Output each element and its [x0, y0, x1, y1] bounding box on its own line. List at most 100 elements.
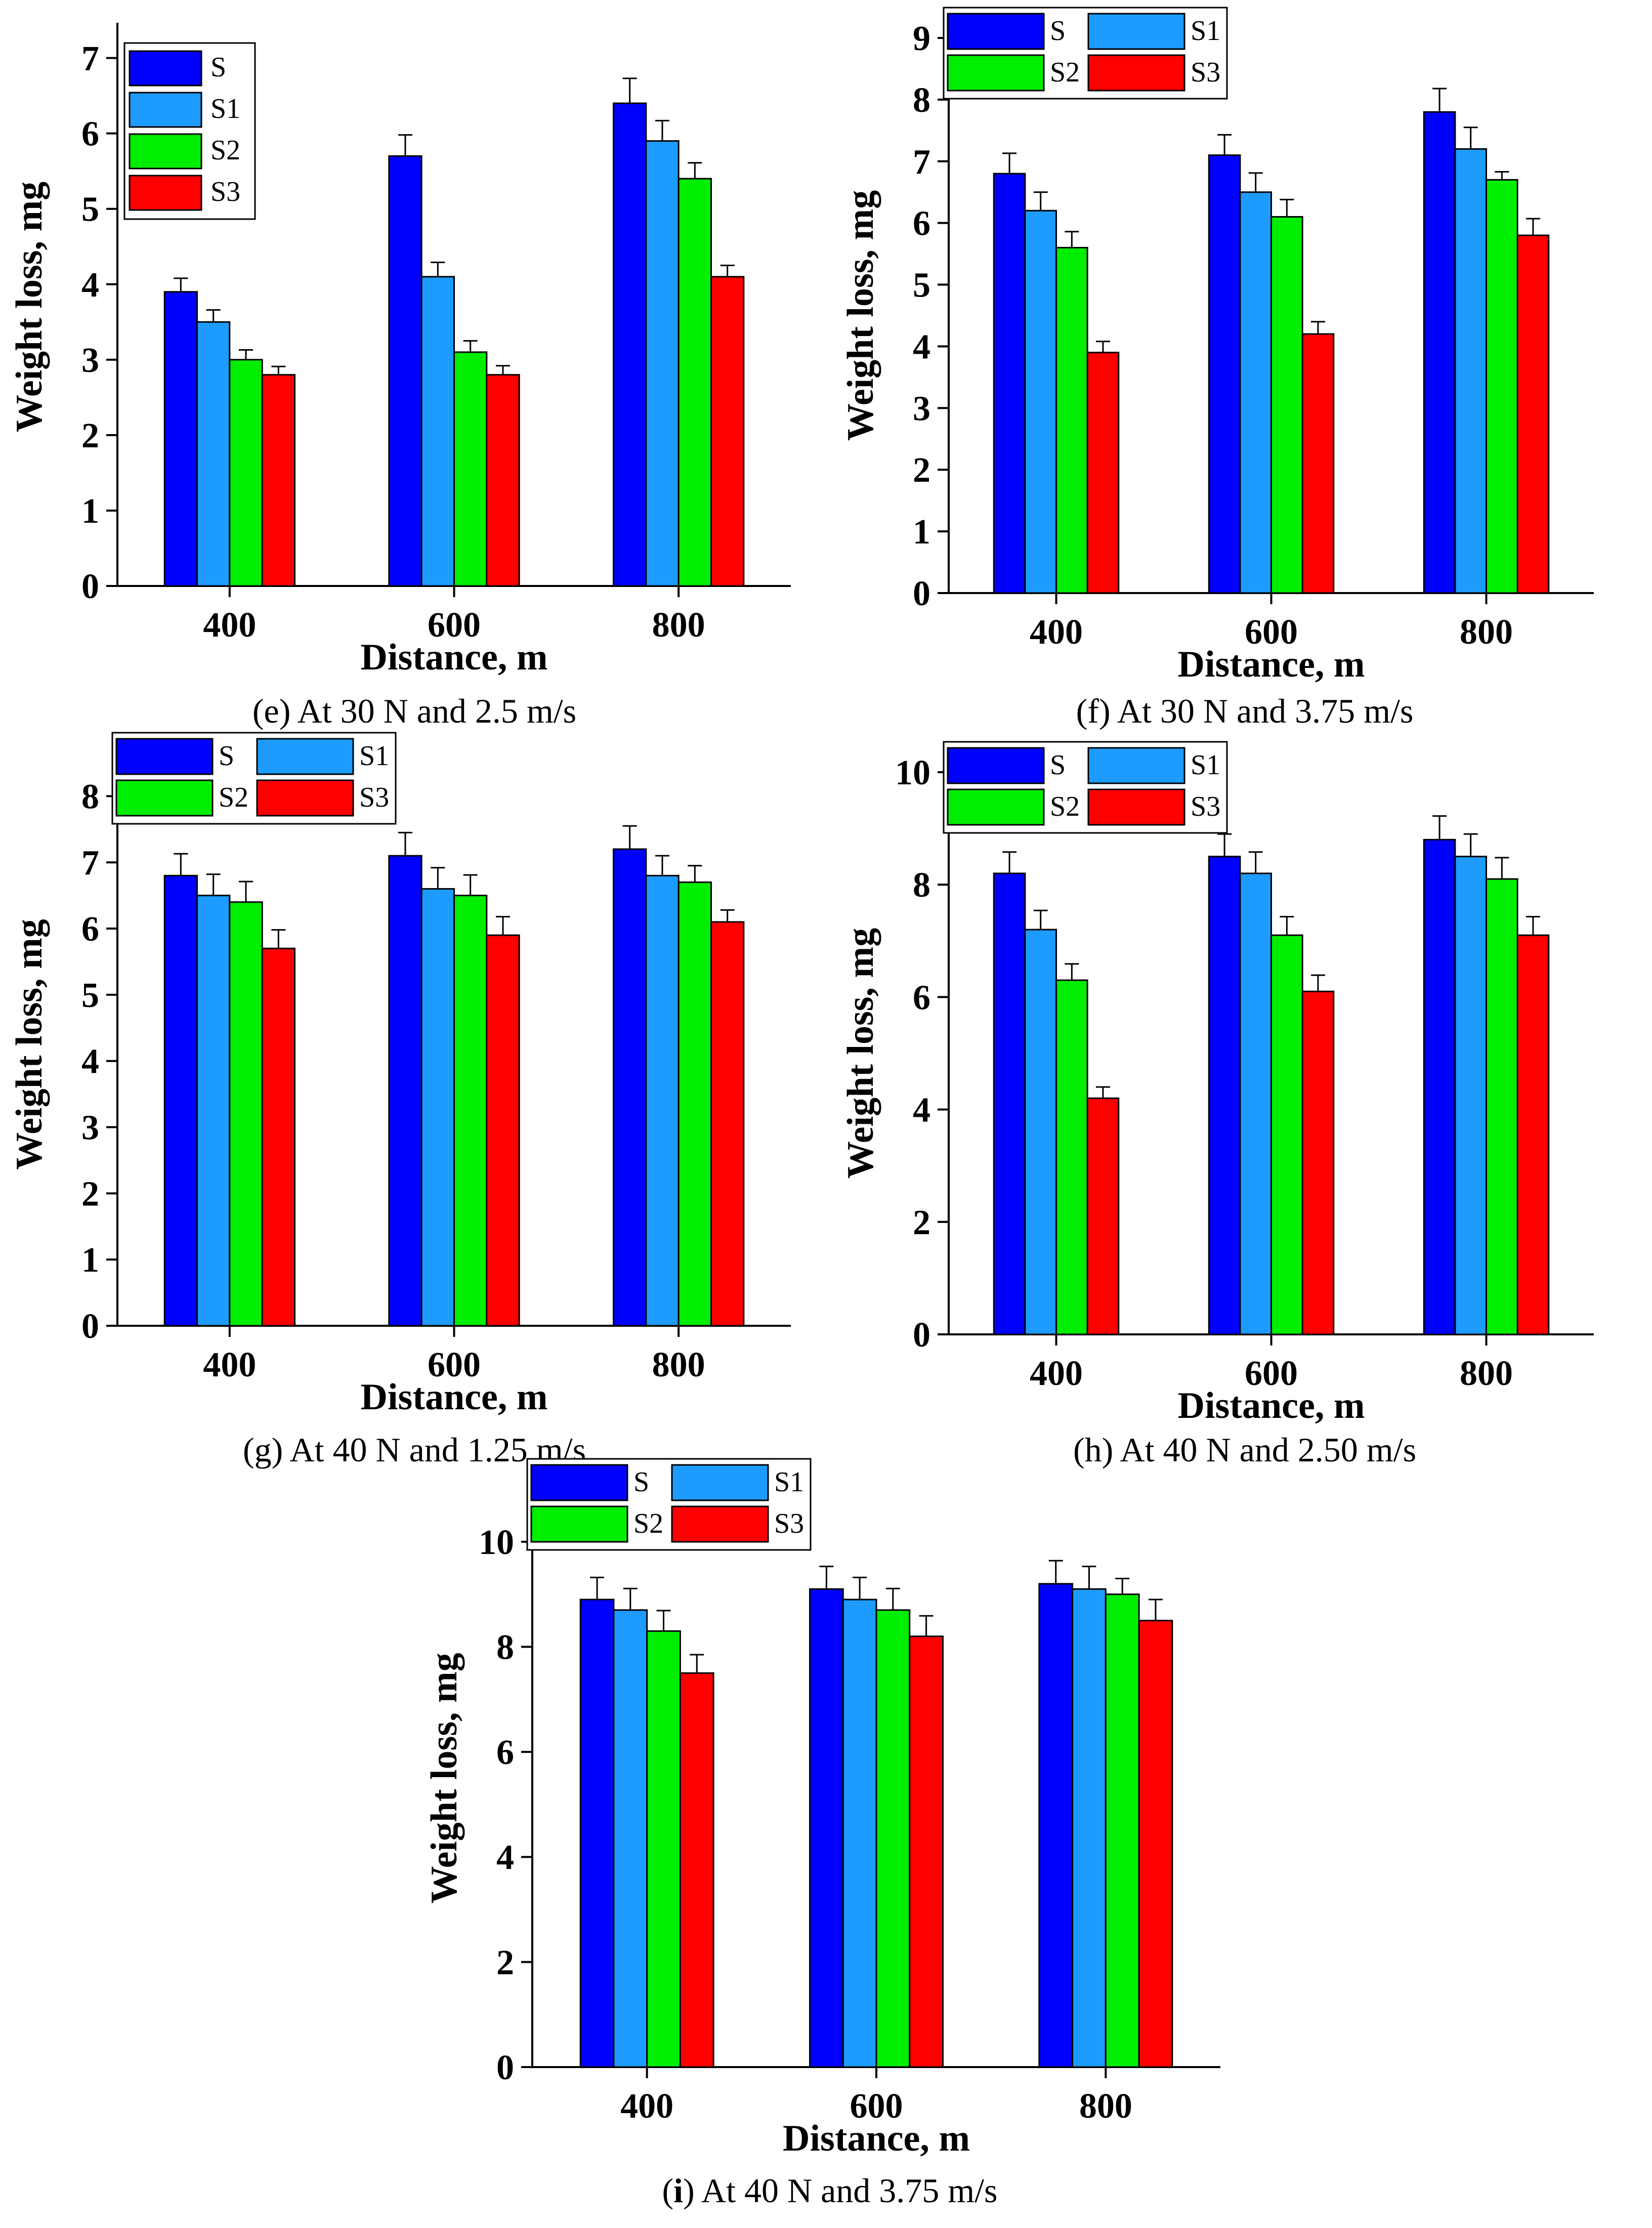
x-axis-title: Distance, m	[361, 1376, 548, 1418]
y-tick-label: 6	[81, 115, 99, 154]
x-tick-label: 800	[1460, 1354, 1513, 1393]
y-tick-label: 8	[913, 866, 930, 905]
y-tick-label: 4	[913, 1091, 930, 1130]
bar-s1-600	[842, 1599, 877, 2068]
x-axis-title: Distance, m	[1178, 644, 1365, 685]
caption-part: f	[1087, 692, 1099, 730]
bar-s-400	[163, 291, 198, 587]
bar-s1-400	[196, 321, 231, 587]
bar-s2-800	[1105, 1593, 1140, 2068]
legend-swatch-s2	[530, 1505, 628, 1543]
bar-s3-800	[710, 921, 745, 1327]
caption-part: ) At 30 N and 2.5 m/s	[279, 692, 576, 730]
y-tick-label: 7	[913, 143, 930, 182]
bar-s2-400	[646, 1630, 681, 2068]
panel-caption: (e) At 30 N and 2.5 m/s	[252, 692, 576, 730]
y-axis-title: Weight loss, mg	[423, 1653, 465, 1903]
chart-panel-i: 0 2 4 6 8 10 400 600 800 Distance, m Weight loss, …	[423, 1458, 1220, 2210]
y-tick-label: 8	[496, 1628, 514, 1667]
y-tick-label: 6	[913, 204, 930, 243]
legend-swatch-s1	[1087, 13, 1185, 50]
x-axis-title: Distance, m	[361, 637, 548, 678]
legend-label-s1: S1	[359, 740, 389, 772]
caption-part: ) At 40 N and 2.50 m/s	[1102, 1431, 1416, 1469]
bar-s2-600	[453, 351, 488, 587]
x-tick-label: 600	[428, 606, 481, 645]
legend-swatch-s	[947, 13, 1045, 50]
legend-swatch-s	[947, 747, 1045, 784]
y-tick-label: 10	[895, 753, 930, 792]
legend-label-s2: S2	[633, 1508, 663, 1539]
y-tick-label: 6	[81, 910, 99, 949]
x-tick-label: 400	[203, 1346, 256, 1384]
bar-s1-600	[1239, 872, 1272, 1335]
y-tick-label: 0	[496, 2048, 514, 2087]
x-axis-title: Distance, m	[1178, 1385, 1365, 1426]
legend-swatch-s	[530, 1464, 628, 1501]
legend-label-s1: S1	[1191, 749, 1220, 781]
bar-s3-400	[261, 374, 295, 587]
bar-s3-800	[1516, 234, 1550, 594]
y-tick-label: 5	[81, 190, 99, 229]
legend-swatch-s1	[256, 738, 354, 775]
chart-panel-e: 0 1 2 3 4 5 6 7 400 600 800 Distance, m Weight loss,…	[9, 23, 791, 730]
y-tick-label: 1	[81, 492, 99, 531]
y-tick-label: 3	[913, 389, 930, 428]
bar-s1-800	[1072, 1588, 1107, 2068]
x-tick-label: 600	[1245, 1354, 1298, 1393]
x-tick-label: 400	[203, 606, 256, 645]
caption-part: g	[255, 1431, 272, 1469]
y-tick-label: 6	[496, 1733, 514, 1772]
legend-swatch-s	[129, 50, 202, 87]
legend-label-s3: S3	[359, 782, 389, 813]
x-tick-label: 600	[428, 1346, 481, 1384]
bar-s-600	[1208, 856, 1241, 1335]
y-tick-label: 1	[913, 513, 930, 552]
legend: S S1 S2 S3	[526, 1458, 812, 1551]
caption-part: e	[264, 692, 279, 730]
bar-s3-600	[1301, 990, 1335, 1335]
legend-label-s: S	[1050, 749, 1066, 781]
bar-s3-400	[1086, 1097, 1120, 1335]
bar-s1-800	[645, 874, 680, 1327]
legend-label-s3: S3	[210, 176, 240, 207]
x-tick-label: 800	[652, 1346, 705, 1384]
caption-part: (	[662, 2171, 674, 2210]
bar-s3-400	[679, 1672, 714, 2068]
y-tick-label: 3	[81, 1109, 99, 1148]
bar-s-400	[993, 872, 1026, 1335]
legend-swatch-s3	[129, 175, 202, 211]
bar-s-800	[1423, 111, 1456, 594]
bar-s3-800	[1138, 1620, 1173, 2068]
y-tick-label: 2	[913, 1203, 930, 1242]
legend-swatch-s2	[947, 54, 1045, 92]
y-tick-label: 0	[81, 567, 99, 606]
y-tick-label: 4	[913, 327, 930, 366]
y-tick-label: 7	[81, 39, 99, 78]
x-tick-label: 600	[1245, 613, 1298, 652]
bar-s2-400	[229, 359, 263, 587]
bar-s1-400	[1024, 209, 1057, 594]
y-tick-label: 0	[81, 1307, 99, 1346]
bar-s-800	[613, 848, 647, 1327]
panel-caption: (f) At 30 N and 3.75 m/s	[1076, 692, 1414, 730]
legend-label-s1: S1	[210, 93, 240, 124]
y-tick-label: 2	[81, 1174, 99, 1213]
bar-s1-400	[196, 895, 231, 1327]
x-tick-label: 800	[1460, 613, 1513, 652]
bar-s2-400	[229, 901, 263, 1327]
legend-swatch-s1	[671, 1464, 769, 1501]
legend-label-s: S	[210, 52, 226, 83]
y-axis-title: Weight loss, mg	[9, 919, 50, 1169]
x-tick-label: 800	[652, 606, 705, 645]
legend-label-s: S	[1050, 15, 1066, 47]
bar-s-800	[1423, 838, 1456, 1335]
legend-swatch-s2	[947, 788, 1045, 826]
bar-s2-400	[1055, 246, 1088, 594]
y-tick-label: 4	[81, 266, 99, 305]
y-tick-label: 2	[913, 451, 930, 490]
y-tick-label: 2	[81, 416, 99, 455]
y-tick-label: 0	[913, 574, 930, 613]
caption-part: (	[1073, 1431, 1085, 1469]
legend-label-s2: S2	[1050, 791, 1080, 822]
